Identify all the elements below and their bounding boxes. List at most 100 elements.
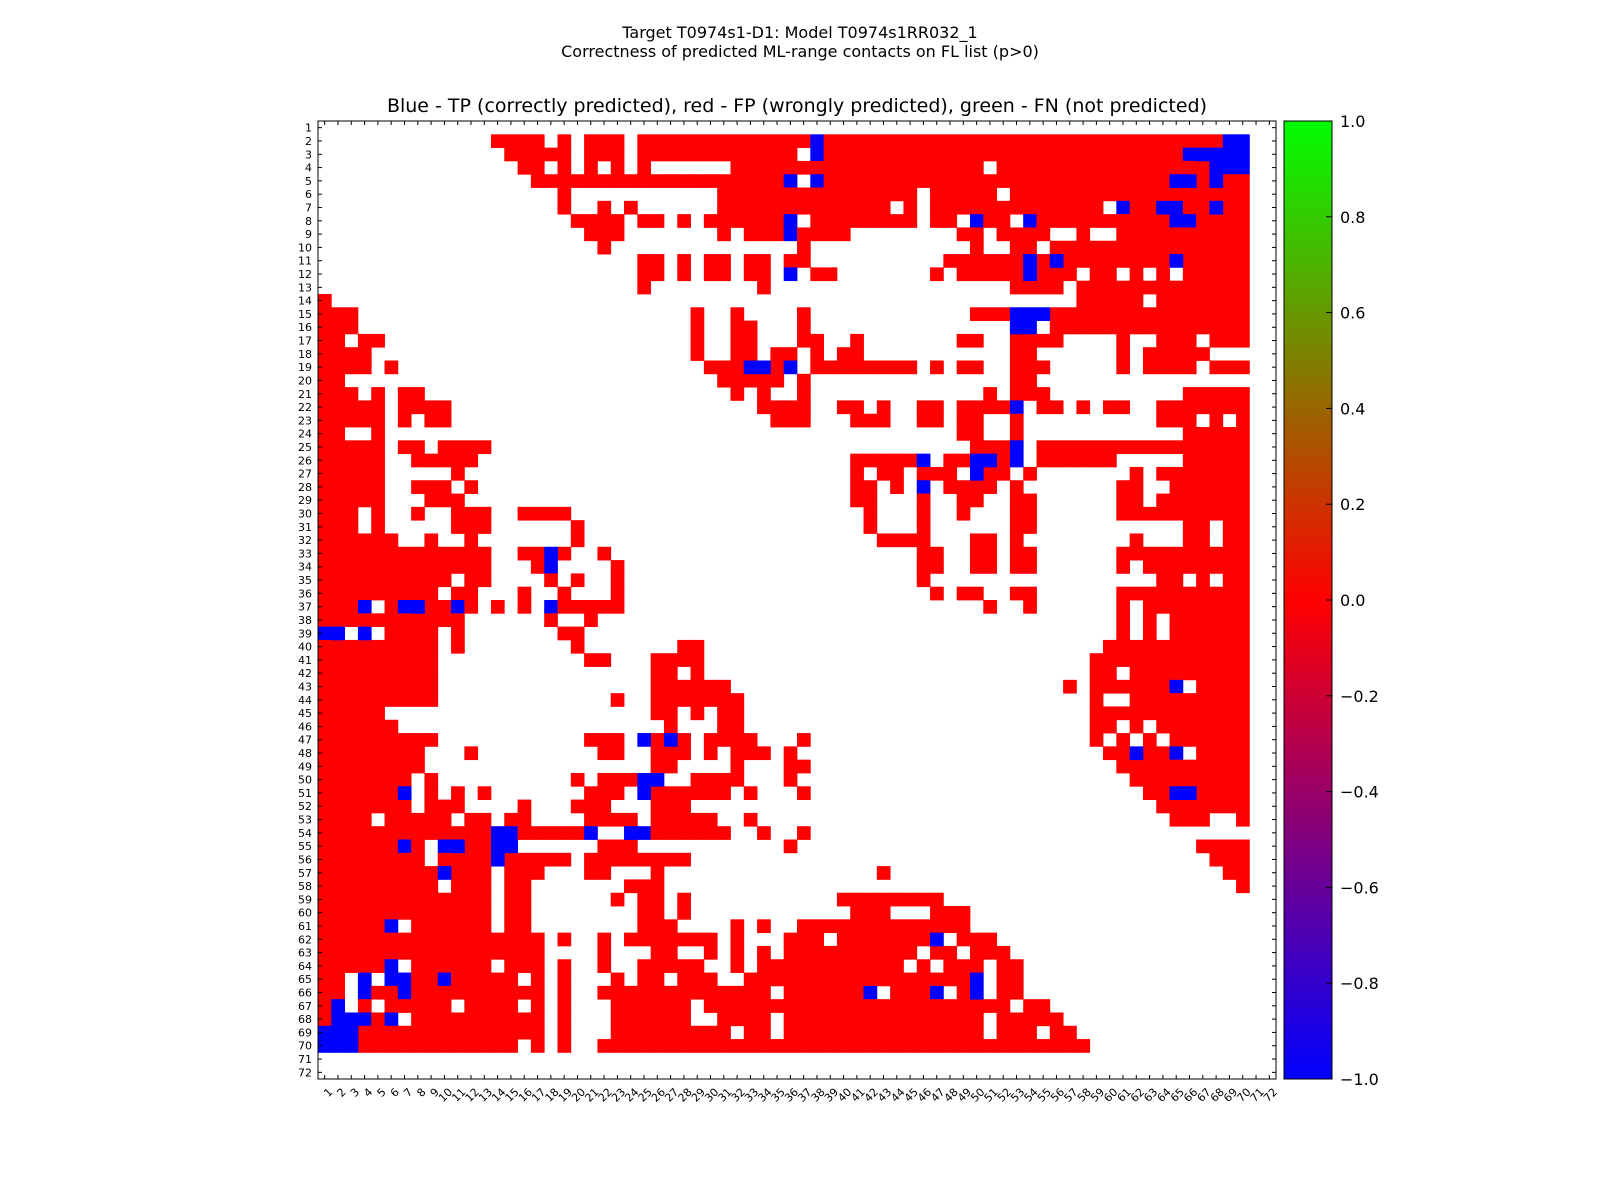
- fp-cell: [823, 267, 838, 282]
- fp-cell: [477, 546, 492, 561]
- tp-cell: [318, 1039, 332, 1053]
- fp-cell: [1116, 613, 1131, 628]
- fp-cell: [757, 267, 771, 282]
- fp-cell: [1196, 586, 1210, 601]
- fp-cell: [916, 560, 931, 574]
- fp-cell: [1116, 347, 1131, 361]
- fp-cell: [1009, 347, 1024, 361]
- fp-cell: [797, 932, 811, 947]
- fp-cell: [477, 1039, 492, 1053]
- fp-cell: [1222, 799, 1237, 814]
- tp-cell: [1169, 254, 1184, 268]
- fp-cell: [1089, 320, 1104, 335]
- fp-cell: [411, 919, 425, 934]
- fp-cell: [397, 772, 412, 787]
- fp-cell: [996, 254, 1011, 268]
- fp-cell: [1142, 214, 1157, 228]
- fp-cell: [690, 786, 705, 800]
- y-tick-label: 58: [298, 880, 312, 893]
- fp-cell: [890, 160, 904, 175]
- tp-cell: [357, 600, 372, 614]
- fp-cell: [344, 959, 359, 973]
- fp-cell: [411, 932, 425, 947]
- fp-cell: [344, 879, 359, 894]
- fp-cell: [1169, 413, 1184, 428]
- fp-cell: [437, 852, 452, 867]
- x-tick-label: 2: [335, 1086, 349, 1100]
- fp-cell: [397, 733, 412, 747]
- y-tick-label: 4: [305, 162, 312, 175]
- fp-cell: [1236, 546, 1250, 561]
- fp-cell: [1222, 280, 1237, 295]
- y-tick-label: 13: [298, 281, 312, 294]
- fp-cell: [717, 1039, 731, 1053]
- fp-cell: [424, 560, 439, 574]
- fp-cell: [943, 254, 958, 268]
- fp-cell: [331, 360, 346, 375]
- fp-cell: [344, 772, 359, 787]
- y-tick-label: 44: [298, 694, 312, 707]
- tp-cell: [1036, 307, 1051, 321]
- fp-cell: [397, 746, 412, 761]
- fp-cell: [318, 666, 332, 681]
- fp-cell: [1156, 147, 1170, 162]
- fp-cell: [1103, 746, 1117, 761]
- fp-cell: [1129, 693, 1144, 707]
- x-tick-label: 3: [348, 1086, 362, 1100]
- fp-cell: [890, 533, 904, 548]
- fp-cell: [584, 799, 598, 814]
- fp-cell: [850, 466, 864, 481]
- fp-cell: [783, 839, 798, 854]
- fp-cell: [663, 706, 678, 721]
- fp-cell: [357, 679, 372, 694]
- fp-cell: [757, 1012, 771, 1027]
- fp-cell: [464, 826, 479, 840]
- fp-cell: [1169, 600, 1184, 614]
- fp-cell: [424, 600, 439, 614]
- fp-cell: [1169, 240, 1184, 255]
- fp-cell: [757, 945, 771, 960]
- fp-cell: [1063, 200, 1077, 215]
- fp-cell: [557, 546, 572, 561]
- fp-cell: [823, 227, 838, 242]
- fp-cell: [397, 573, 412, 588]
- tp-cell: [1209, 160, 1224, 175]
- fp-cell: [956, 1025, 971, 1040]
- fp-cell: [916, 959, 931, 973]
- y-tick-label: 70: [298, 1040, 312, 1053]
- fp-cell: [969, 160, 984, 175]
- fp-cell: [371, 466, 385, 481]
- fp-cell: [650, 666, 665, 681]
- fp-cell: [437, 440, 452, 455]
- fp-cell: [624, 932, 638, 947]
- fp-cell: [1116, 174, 1131, 188]
- fp-cell: [637, 906, 652, 920]
- fp-cell: [490, 1025, 505, 1040]
- fp-cell: [1196, 453, 1210, 468]
- fp-cell: [850, 453, 864, 468]
- fp-cell: [797, 972, 811, 987]
- fp-cell: [331, 520, 346, 534]
- fp-cell: [318, 919, 332, 934]
- tp-cell: [783, 360, 798, 375]
- fp-cell: [530, 560, 545, 574]
- y-tick-label: 1: [305, 122, 312, 135]
- fp-cell: [504, 866, 518, 880]
- fp-cell: [384, 852, 399, 867]
- tp-cell: [344, 1012, 359, 1027]
- fp-cell: [610, 134, 625, 149]
- fp-cell: [1116, 600, 1131, 614]
- fp-cell: [610, 1039, 625, 1053]
- fp-cell: [557, 600, 572, 614]
- y-tick-label: 45: [298, 707, 312, 720]
- tp-cell: [969, 985, 984, 1000]
- tp-cell: [411, 600, 425, 614]
- fp-cell: [1209, 506, 1224, 521]
- fp-cell: [1196, 746, 1210, 761]
- fp-cell: [411, 892, 425, 907]
- fp-cell: [597, 866, 612, 880]
- fp-cell: [344, 320, 359, 335]
- fp-cell: [318, 892, 332, 907]
- fp-cell: [504, 879, 518, 894]
- fp-cell: [969, 240, 984, 255]
